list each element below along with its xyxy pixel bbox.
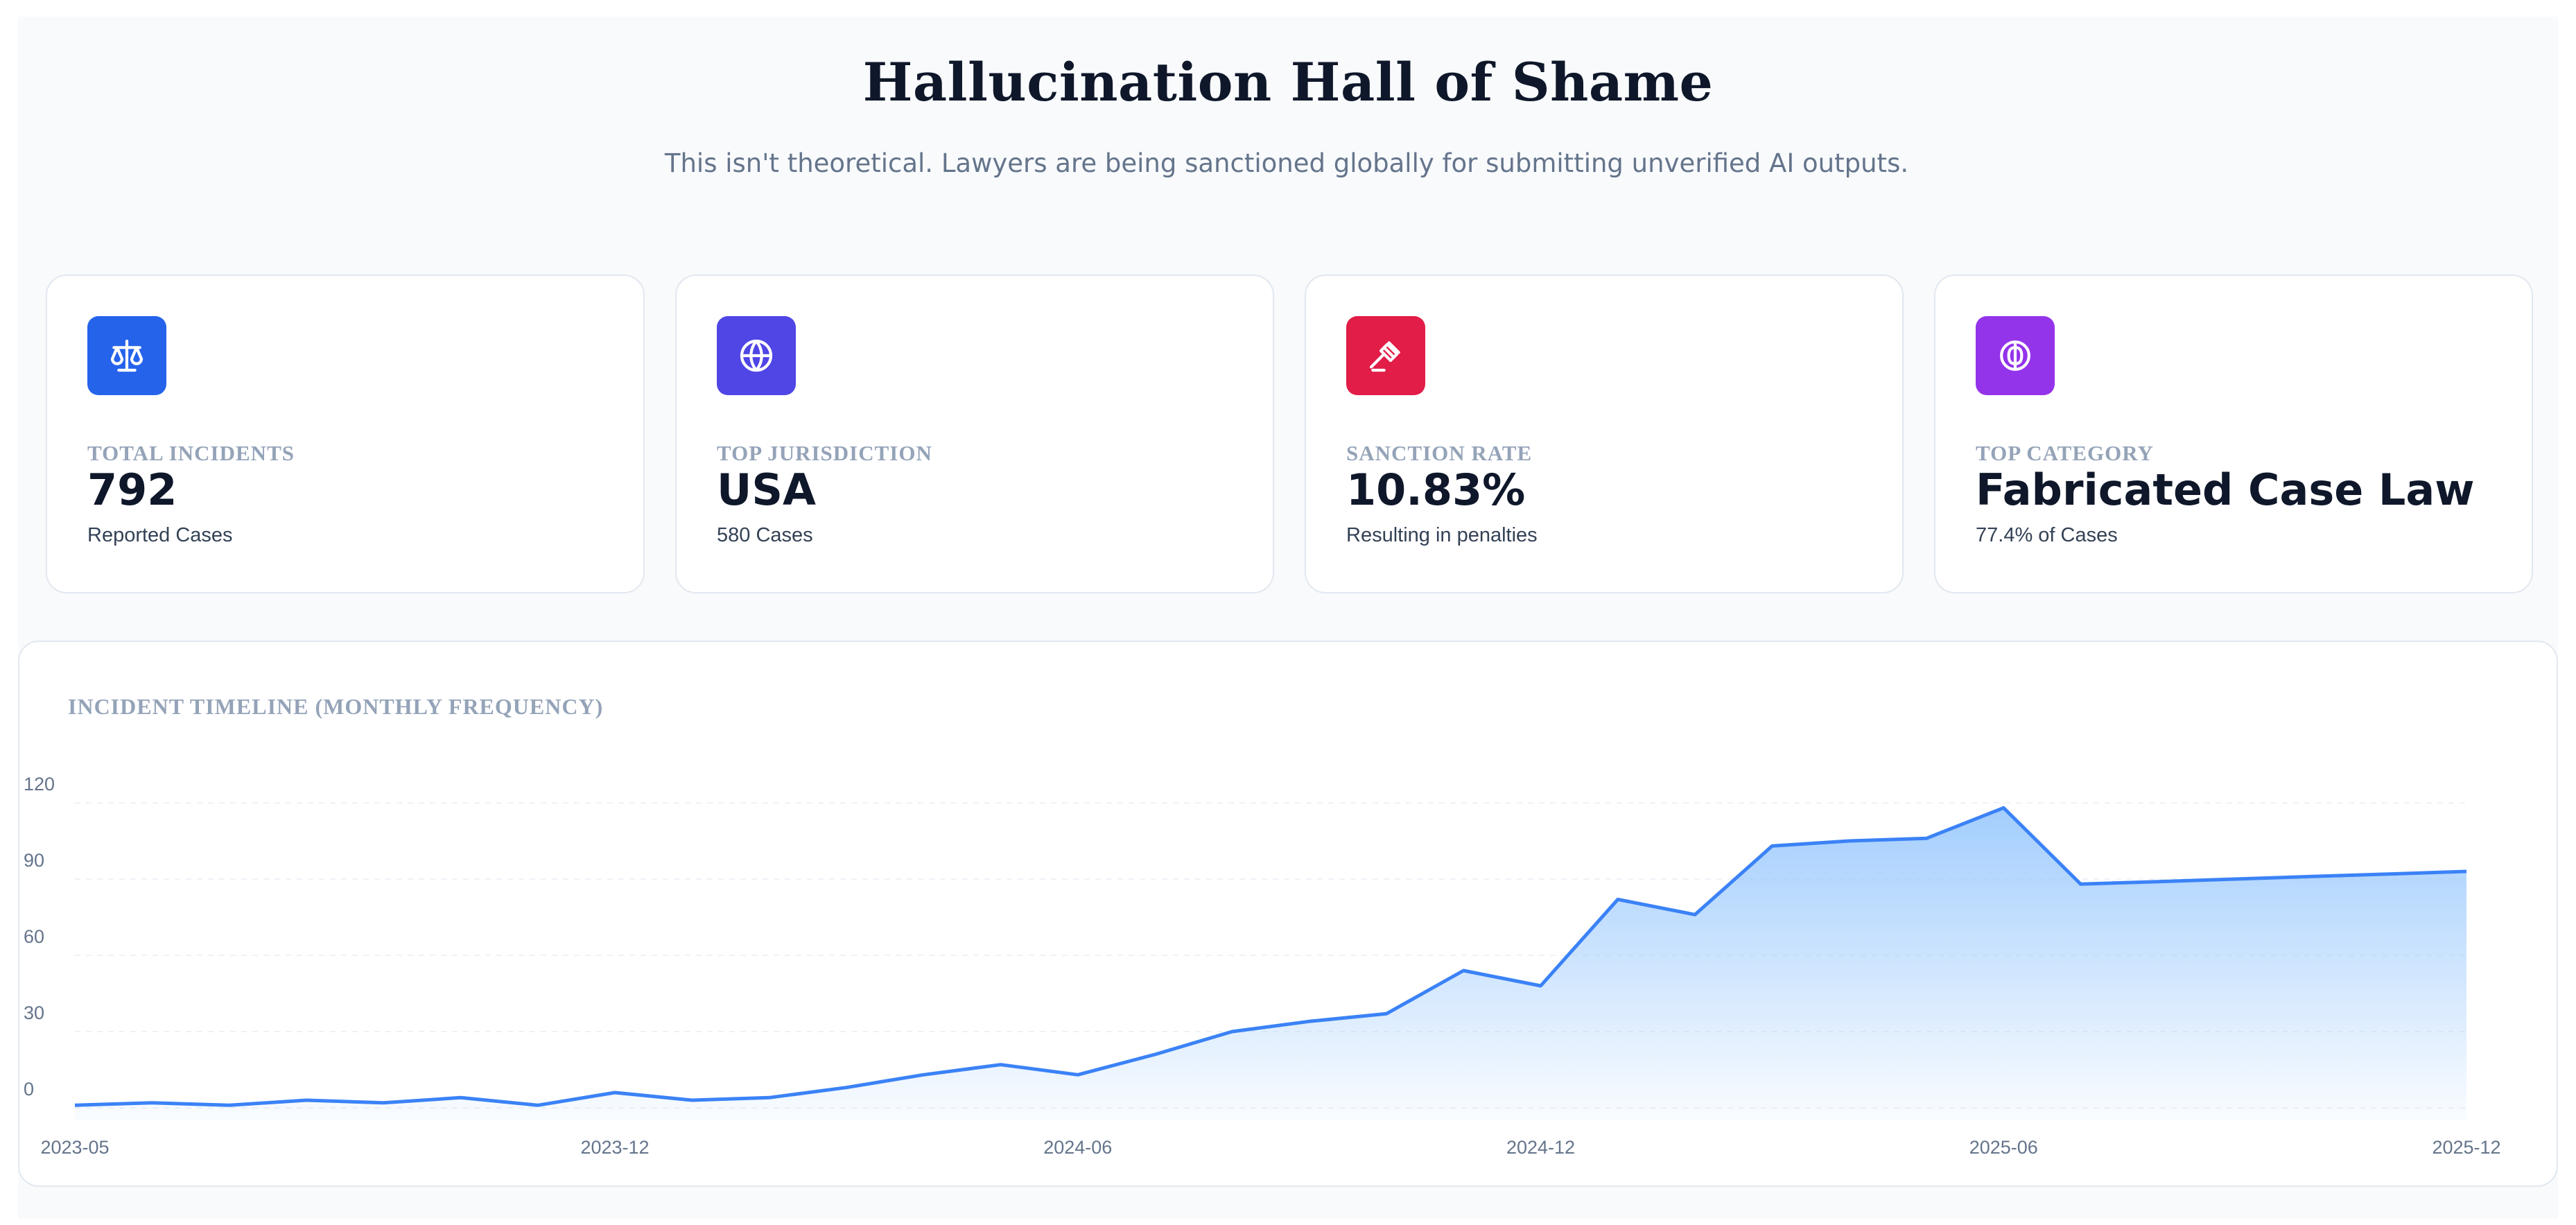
stat-subtext: Resulting in penalties — [1346, 524, 1538, 546]
x-tick-label: 2025-06 — [1969, 1137, 2038, 1158]
stat-label: TOTAL INCIDENTS — [87, 441, 295, 465]
x-tick-label: 2024-12 — [1506, 1137, 1575, 1158]
y-tick-label: 60 — [24, 926, 44, 947]
stat-value: USA — [717, 464, 816, 515]
stat-value: Fabricated Case Law — [1976, 464, 2475, 515]
x-tick-label: 2023-05 — [40, 1137, 109, 1158]
y-tick-label: 90 — [24, 850, 44, 871]
stat-subtext: 580 Cases — [717, 524, 813, 546]
incident-timeline-chart: 0 30 60 90 120 2023-05 2023-12 2024-06 2024-12 2… — [24, 774, 2501, 1158]
dashboard-page: Hallucination Hall of Shame This isn't t… — [18, 17, 2558, 1219]
stat-card-total-incidents: TOTAL INCIDENTS 792 Reported Cases — [46, 275, 645, 593]
x-tick-label: 2025-12 — [2432, 1137, 2500, 1158]
page-title: Hallucination Hall of Shame — [862, 51, 1714, 113]
series-line — [74, 806, 2467, 1107]
incident-timeline-card: INCIDENT TIMELINE (MONTHLY FREQUENCY) 0 3… — [18, 641, 2558, 1187]
stat-card-top-jurisdiction: TOP JURISDICTION USA 580 Cases — [675, 275, 1274, 593]
stat-label: TOP CATEGORY — [1976, 441, 2154, 465]
page-subtitle: This isn't theoretical. Lawyers are bein… — [664, 148, 1909, 178]
y-tick-label: 30 — [24, 1002, 44, 1023]
y-tick-label: 0 — [24, 1079, 34, 1100]
stat-card-sanction-rate: SANCTION RATE 10.83% Resulting in penalt… — [1305, 275, 1904, 593]
stat-label: TOP JURISDICTION — [717, 441, 932, 465]
y-tick-label: 120 — [24, 774, 55, 794]
gavel-icon — [1346, 316, 1425, 395]
series-area — [75, 808, 2466, 1120]
brain-icon — [1976, 316, 2055, 395]
stat-value: 10.83% — [1346, 464, 1526, 515]
scale-icon — [87, 316, 166, 395]
x-tick-label: 2023-12 — [580, 1137, 649, 1158]
globe-icon — [717, 316, 796, 395]
stat-subtext: Reported Cases — [87, 524, 233, 546]
x-tick-label: 2024-06 — [1043, 1137, 1112, 1158]
stat-value: 792 — [87, 464, 177, 515]
stat-card-top-category: TOP CATEGORY Fabricated Case Law 77.4% o… — [1934, 275, 2533, 593]
stat-label: SANCTION RATE — [1346, 441, 1533, 465]
chart-title: INCIDENT TIMELINE (MONTHLY FREQUENCY) — [68, 694, 604, 719]
stat-subtext: 77.4% of Cases — [1976, 524, 2118, 546]
